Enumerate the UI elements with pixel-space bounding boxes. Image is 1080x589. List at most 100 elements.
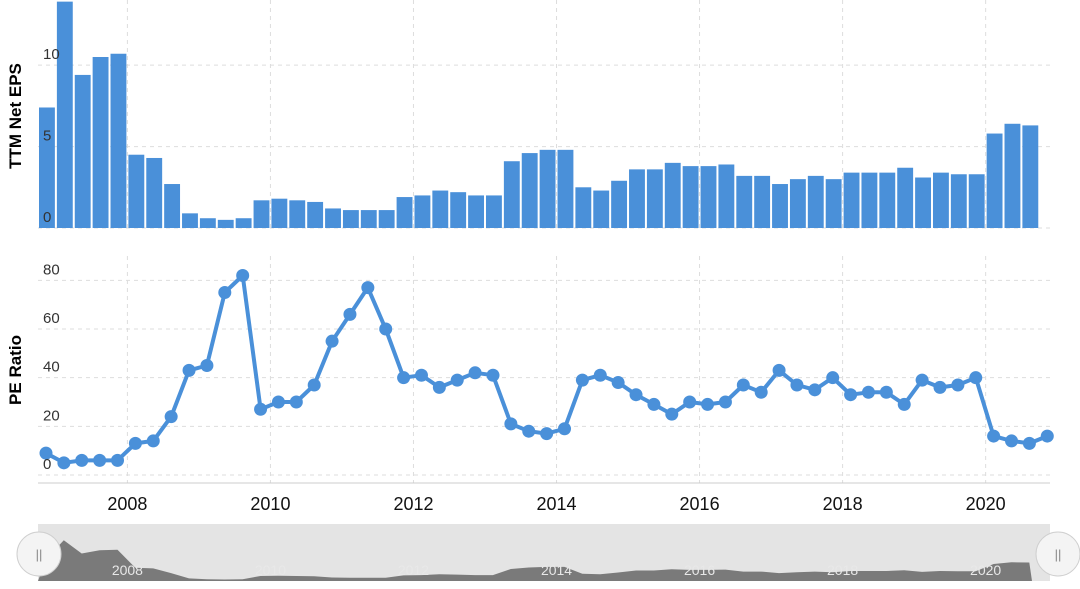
pe-point <box>754 385 768 399</box>
pe-point <box>93 453 107 467</box>
pe-point <box>39 446 53 460</box>
navigator-tick-label: 2014 <box>541 562 572 578</box>
x-tick-label: 2008 <box>107 494 147 514</box>
pe-point <box>575 373 589 387</box>
pe-point <box>522 424 536 438</box>
pe-point <box>111 453 125 467</box>
eps-y-ticks: 0 5 10 <box>43 46 60 226</box>
eps-bar <box>503 161 520 228</box>
vertical-gridlines <box>126 0 987 483</box>
eps-bar <box>754 175 771 228</box>
pe-point <box>254 402 268 416</box>
x-tick-label: 2018 <box>823 494 863 514</box>
pe-point <box>629 388 643 402</box>
eps-bar <box>968 174 985 228</box>
eps-bar <box>164 184 181 228</box>
pe-point <box>379 322 393 336</box>
pe-y-tick-label: 20 <box>43 407 60 424</box>
eps-bar <box>915 177 931 228</box>
eps-bar <box>414 195 431 228</box>
navigator-tick-label: 2020 <box>970 562 1001 578</box>
eps-bar <box>950 174 967 228</box>
pe-point <box>468 366 482 380</box>
eps-bar <box>56 1 73 229</box>
navigator-tick-label: 2016 <box>684 562 715 578</box>
eps-bar <box>450 192 467 228</box>
pe-panel: 0 20 40 60 80 PE Ratio <box>6 261 1054 476</box>
x-tick-label: 2016 <box>680 494 720 514</box>
eps-bar <box>664 162 681 228</box>
eps-bar <box>485 195 502 228</box>
eps-bar <box>646 169 663 228</box>
x-tick-label: 2020 <box>966 494 1006 514</box>
pe-point <box>933 380 947 394</box>
eps-bar <box>110 53 127 228</box>
pe-point <box>897 397 911 411</box>
eps-bar <box>772 184 788 228</box>
pe-y-tick-label: 40 <box>43 359 60 376</box>
eps-bar <box>199 218 216 228</box>
pe-horizontal-gridlines <box>38 279 1050 476</box>
eps-bar <box>539 149 556 228</box>
eps-bar <box>611 180 628 228</box>
eps-bar <box>861 172 878 228</box>
pe-point <box>665 407 679 421</box>
eps-bar <box>289 200 306 228</box>
pe-point <box>432 380 446 394</box>
pe-point <box>57 456 71 470</box>
eps-bar <box>378 210 395 228</box>
pe-point <box>146 434 160 448</box>
eps-bar <box>932 172 949 228</box>
pe-point <box>844 388 858 402</box>
range-navigator[interactable]: 2008 2010 2012 2014 2016 2018 2020 || || <box>16 524 1080 581</box>
pe-point <box>397 371 411 385</box>
pe-point <box>1005 434 1019 448</box>
x-tick-label: 2014 <box>536 494 576 514</box>
navigator-tick-label: 2010 <box>255 562 286 578</box>
pe-point <box>200 359 214 372</box>
eps-bar <box>128 154 145 228</box>
pe-point <box>879 385 893 399</box>
pe-point <box>718 395 732 409</box>
navigator-series-area <box>38 540 1032 581</box>
pe-point <box>486 368 500 382</box>
pe-point <box>271 395 285 409</box>
navigator-right-handle[interactable]: || <box>1035 531 1080 577</box>
eps-bar <box>235 218 252 228</box>
pe-point <box>987 429 1001 443</box>
pe-point <box>969 371 983 385</box>
eps-bar <box>253 200 270 228</box>
pe-y-ticks: 0 20 40 60 80 <box>43 261 60 473</box>
eps-bar <box>271 198 288 228</box>
pe-point <box>790 378 804 392</box>
pe-y-tick-label: 0 <box>43 456 51 473</box>
eps-bar <box>432 190 449 228</box>
eps-bar <box>843 172 860 228</box>
eps-y-tick-label: 10 <box>43 46 60 63</box>
eps-bar <box>146 157 163 228</box>
pe-point <box>289 395 303 409</box>
pe-point <box>325 334 339 348</box>
eps-bar <box>396 197 413 228</box>
pe-point <box>236 268 250 282</box>
pe-point <box>361 281 375 295</box>
eps-y-axis-label: TTM Net EPS <box>6 63 25 169</box>
eps-bar <box>217 219 234 228</box>
eps-bar <box>986 133 1003 228</box>
pe-point <box>1022 436 1036 450</box>
eps-bar <box>307 201 324 228</box>
eps-bar <box>1004 123 1021 228</box>
eps-bars <box>39 1 1039 229</box>
eps-bar <box>682 166 699 228</box>
pe-point <box>701 397 715 411</box>
pe-point <box>540 427 554 441</box>
pe-point <box>343 307 357 321</box>
navigator-left-handle[interactable]: || <box>16 531 62 577</box>
pe-point <box>683 395 697 409</box>
eps-bar <box>789 179 806 228</box>
eps-bar <box>807 175 824 228</box>
eps-bar <box>897 167 914 228</box>
eps-y-tick-label: 5 <box>43 128 51 145</box>
x-tick-label: 2010 <box>250 494 290 514</box>
eps-bar <box>521 153 538 228</box>
